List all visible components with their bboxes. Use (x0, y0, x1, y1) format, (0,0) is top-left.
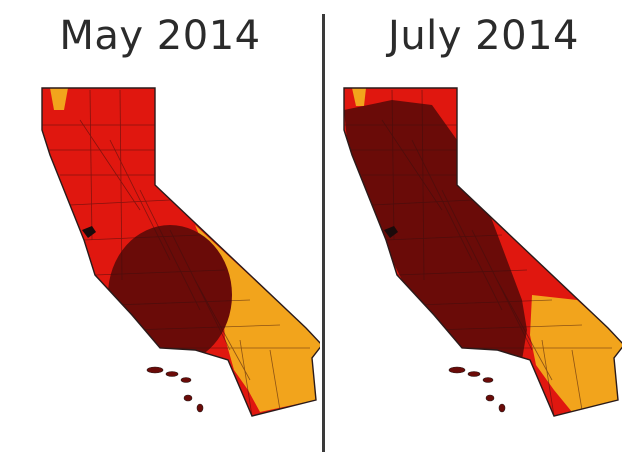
county-boundaries (344, 89, 612, 416)
panel-title-may-2014: May 2014 (59, 13, 261, 59)
severe-drought-area-southeast (530, 295, 622, 412)
exceptional-drought-area (108, 225, 232, 365)
california-drought-map-may-2014 (41, 87, 320, 417)
california-outline (343, 87, 622, 417)
severe-drought-area-northwest (352, 88, 366, 106)
california-drought-map-july-2014 (343, 87, 622, 417)
severe-drought-area-northwest (50, 88, 68, 110)
county-boundaries (42, 89, 310, 416)
channel-islands (448, 366, 506, 413)
bay-area-water (384, 226, 398, 238)
bay-area-water (82, 226, 96, 238)
panel-title-july-2014: July 2014 (388, 13, 579, 59)
california-outline (41, 87, 320, 417)
panel-divider (322, 14, 325, 452)
channel-islands (146, 366, 204, 413)
